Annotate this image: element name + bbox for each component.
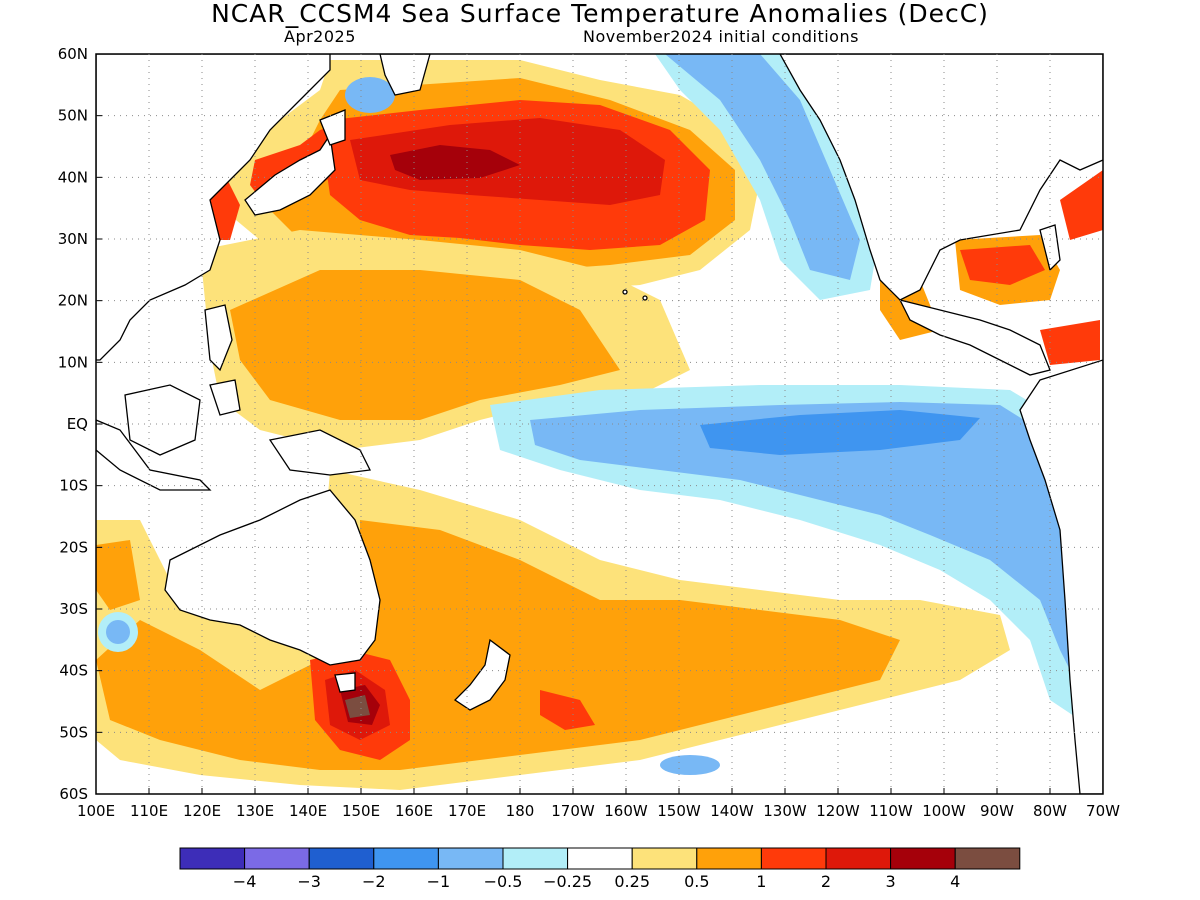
colorbar-label: −1 <box>427 872 451 891</box>
colorbar-swatch <box>825 847 892 870</box>
lat-label: 20N <box>58 292 88 310</box>
axis-ticks: 60N50N40N30N20N10NEQ10S20S30S40S50S60S10… <box>58 45 1120 820</box>
lat-label: 10N <box>58 353 88 371</box>
lat-label: 40S <box>59 662 88 680</box>
colorbar-swatch <box>696 847 762 870</box>
lon-label: 140E <box>289 802 327 820</box>
colorbar-swatch <box>244 847 310 870</box>
lon-label: 150W <box>657 802 701 820</box>
lon-label: 110W <box>869 802 913 820</box>
colorbar-swatch <box>567 847 633 870</box>
lon-label: 130W <box>763 802 807 820</box>
lon-label: 160E <box>395 802 433 820</box>
colorbar-label: −2 <box>362 872 386 891</box>
lon-label: 80W <box>1033 802 1067 820</box>
lon-label: 170E <box>448 802 486 820</box>
lon-label: 180 <box>506 802 535 820</box>
lat-label: 60N <box>58 45 88 63</box>
land-masses <box>96 54 1103 794</box>
colorbar: −4 −3 −2 −1 −0.5 −0.25 0.25 0.5 1 2 3 4 <box>179 847 1021 891</box>
colorbar-swatch <box>373 847 439 870</box>
map-title: NCAR_CCSM4 Sea Surface Temperature Anoma… <box>211 0 989 28</box>
colorbar-swatch <box>890 847 956 870</box>
lat-label: 50N <box>58 107 88 125</box>
lat-label: 60S <box>59 785 88 803</box>
lon-label: 100E <box>77 802 115 820</box>
colorbar-swatch <box>954 847 1021 870</box>
forecast-month: Apr2025 <box>284 27 356 46</box>
lat-label: 30N <box>58 230 88 248</box>
lat-label: 40N <box>58 168 88 186</box>
lon-label: 120E <box>183 802 221 820</box>
colorbar-label: 2 <box>821 872 831 891</box>
lon-label: 160W <box>604 802 648 820</box>
colorbar-swatch <box>631 847 698 870</box>
lon-label: 140W <box>710 802 754 820</box>
lat-label: 50S <box>59 723 88 741</box>
lat-label: 10S <box>59 477 88 495</box>
colorbar-swatch <box>179 847 246 870</box>
colorbar-label: −0.25 <box>543 872 592 891</box>
colorbar-label: −3 <box>297 872 321 891</box>
lon-label: 130E <box>236 802 274 820</box>
lon-label: 90W <box>980 802 1014 820</box>
lat-label: EQ <box>67 415 88 433</box>
colorbar-label: −0.5 <box>484 872 523 891</box>
lat-label: 20S <box>59 538 88 556</box>
lon-label: 120W <box>816 802 860 820</box>
colorbar-swatch <box>437 847 504 870</box>
equatorial-cold-tongue <box>490 385 1100 720</box>
colorbar-swatch <box>502 847 569 870</box>
colorbar-label: 0.5 <box>684 872 709 891</box>
colorbar-label: 3 <box>886 872 896 891</box>
lon-label: 110E <box>130 802 168 820</box>
colorbar-label: 1 <box>756 872 766 891</box>
lon-label: 100W <box>922 802 966 820</box>
initial-conditions: November2024 initial conditions <box>583 27 859 46</box>
anomaly-field <box>96 54 1103 794</box>
southwest-cool-patches <box>98 77 720 775</box>
colorbar-label: −4 <box>233 872 257 891</box>
lon-label: 170W <box>551 802 595 820</box>
lon-label: 70W <box>1086 802 1120 820</box>
colorbar-label: 4 <box>950 872 960 891</box>
colorbar-swatch <box>760 847 827 870</box>
lon-label: 150E <box>342 802 380 820</box>
colorbar-swatch <box>308 847 375 870</box>
colorbar-label: 0.25 <box>614 872 650 891</box>
lat-label: 30S <box>59 600 88 618</box>
